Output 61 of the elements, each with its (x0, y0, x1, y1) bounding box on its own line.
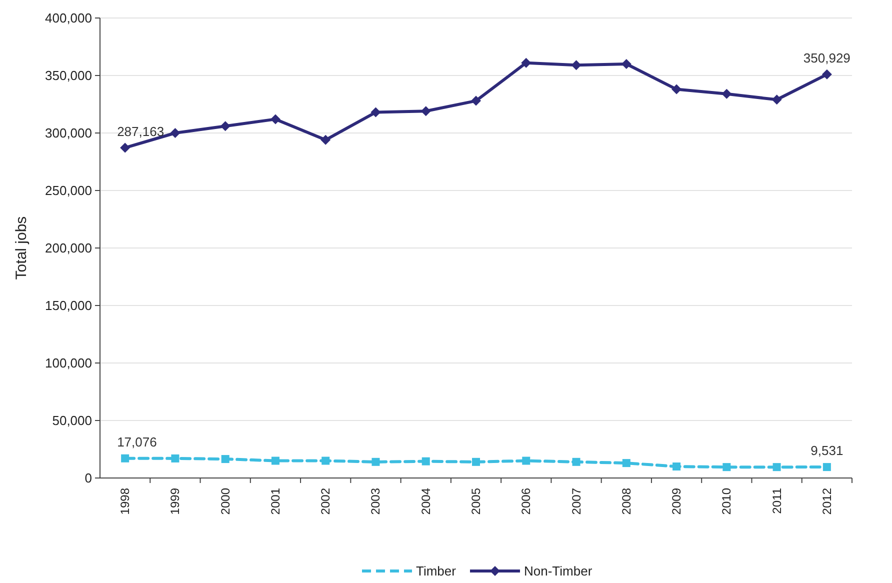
point (121, 454, 130, 462)
point (472, 458, 480, 466)
point (170, 128, 180, 138)
point (322, 456, 330, 465)
point (772, 463, 781, 472)
x-tick-label: 2011 (770, 488, 784, 514)
point (571, 60, 582, 70)
x-tick-label: 2001 (268, 488, 282, 515)
point (521, 58, 532, 68)
point (370, 107, 381, 118)
x-tick-label: 2004 (418, 488, 433, 515)
x-tick-label: 2003 (368, 488, 383, 515)
data-label: 9,531 (810, 443, 844, 458)
point (722, 463, 731, 472)
y-axis-title: Total jobs (13, 216, 30, 280)
y-tick-label: 50,000 (52, 413, 92, 428)
point (572, 458, 580, 466)
y-tick-label: 400,000 (45, 10, 92, 26)
point (672, 462, 681, 470)
x-tick-label: 2010 (720, 488, 734, 515)
y-tick-label: 100,000 (45, 356, 92, 371)
point (420, 106, 431, 116)
x-tick-label: 1998 (118, 488, 132, 515)
point (471, 96, 481, 106)
data-label: 350,929 (803, 50, 850, 66)
legend-label: Timber (416, 564, 457, 579)
legend-label: Non-Timber (524, 564, 593, 579)
x-tick-label: 2007 (569, 488, 584, 515)
point (270, 114, 280, 124)
point (120, 142, 130, 153)
y-tick-label: 200,000 (45, 240, 92, 256)
point (320, 134, 331, 145)
point (822, 69, 832, 80)
data-label: 17,076 (117, 434, 157, 450)
x-tick-label: 2008 (619, 488, 634, 515)
point (522, 456, 530, 465)
x-tick-label: 2005 (469, 488, 483, 515)
x-tick-label: 2006 (519, 488, 534, 515)
point (372, 458, 380, 466)
point (622, 459, 630, 468)
x-tick-label: 1999 (168, 488, 182, 515)
x-tick-label: 2002 (318, 488, 333, 515)
x-tick-label: 2012 (820, 488, 834, 515)
y-tick-label: 150,000 (45, 298, 92, 314)
point (621, 59, 632, 69)
point (220, 121, 230, 132)
x-tick-label: 2000 (218, 488, 232, 515)
point (822, 463, 831, 472)
point (722, 88, 732, 99)
x-tick-label: 2009 (670, 488, 684, 515)
point (672, 84, 682, 94)
point (422, 457, 430, 466)
y-tick-label: 300,000 (45, 126, 92, 141)
y-tick-label: 350,000 (45, 68, 92, 84)
point (772, 94, 782, 105)
y-tick-label: 250,000 (45, 183, 92, 198)
point (171, 454, 180, 462)
point (221, 455, 230, 464)
data-label: 287,163 (117, 124, 164, 139)
point (271, 456, 280, 465)
y-tick-label: 0 (84, 470, 92, 486)
